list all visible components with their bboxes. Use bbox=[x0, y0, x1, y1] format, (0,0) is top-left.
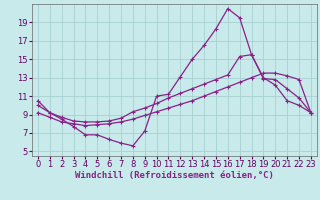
X-axis label: Windchill (Refroidissement éolien,°C): Windchill (Refroidissement éolien,°C) bbox=[75, 171, 274, 180]
